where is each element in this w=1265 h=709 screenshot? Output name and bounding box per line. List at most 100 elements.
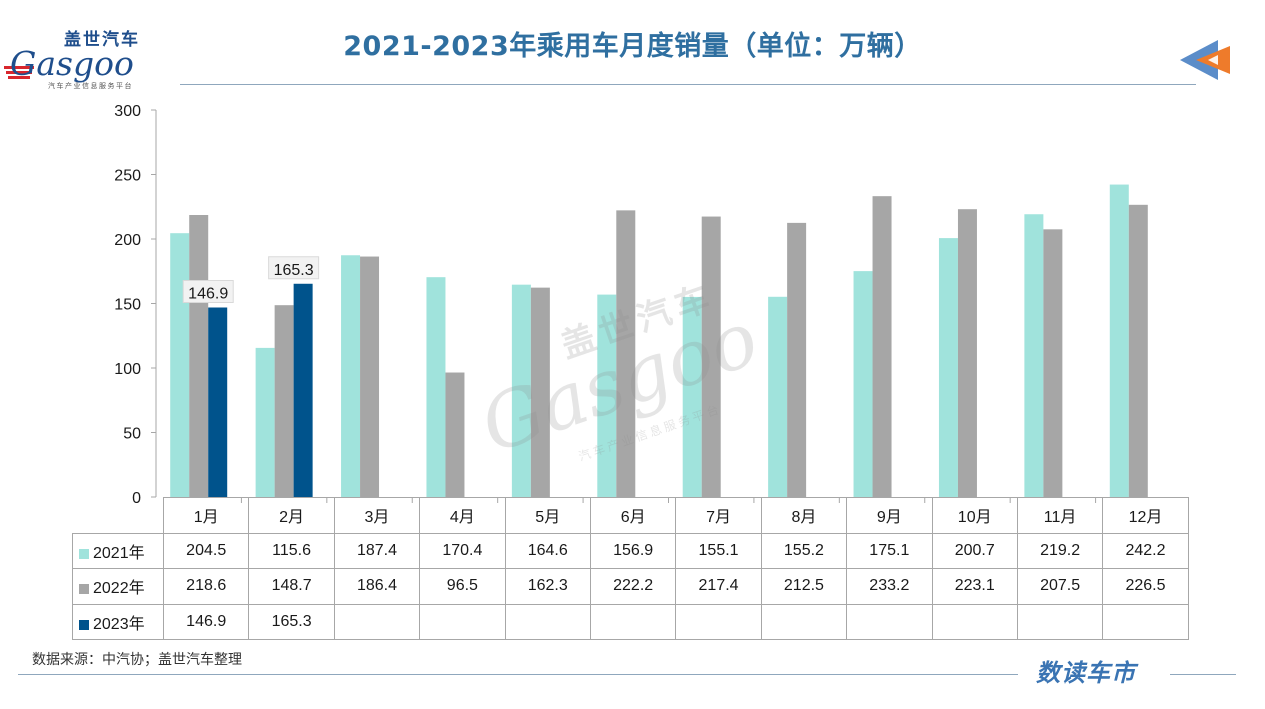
table-cell: 170.4 (419, 532, 506, 569)
table-cell: 204.5 (162, 532, 250, 569)
table-cell: 146.9 (162, 603, 250, 640)
bar-1-7 (682, 296, 702, 497)
table-cell: 175.1 (846, 532, 933, 569)
bar-2-10 (957, 209, 977, 498)
table-cell: 223.1 (931, 568, 1018, 605)
bar-1-11 (1024, 214, 1044, 497)
table-cell: 222.2 (589, 568, 677, 605)
category-label: 9月 (846, 497, 933, 534)
table-cell-empty (931, 603, 1018, 640)
table-cell: 217.4 (675, 568, 762, 605)
legend-swatch (79, 548, 89, 559)
y-tick-label: 250 (114, 168, 141, 185)
series-legend-cell: 2021年 (72, 532, 164, 569)
legend-swatch (79, 584, 89, 595)
gasgoo-logo: 盖世汽车 Gasgoo 汽车产业信息服务平台 (4, 24, 156, 96)
table-cell: 115.6 (248, 532, 335, 569)
category-label: 1月 (162, 497, 250, 534)
data-label-box (182, 279, 234, 303)
logo-brand-en: Gasgoo (10, 44, 134, 83)
bar-2-8 (787, 222, 807, 497)
table-cell-empty (1016, 603, 1104, 640)
table-cell: 187.4 (333, 532, 421, 569)
category-label: 7月 (675, 497, 762, 534)
footer-brand: 数读车市 (1036, 659, 1136, 687)
series-name: 2021年 (93, 544, 145, 562)
legend-swatch (79, 619, 89, 630)
table-cell: 164.6 (504, 532, 591, 569)
table-cell: 186.4 (333, 568, 421, 605)
table-cell: 165.3 (248, 603, 335, 640)
table-cell-empty (419, 603, 506, 640)
table-cell-empty (589, 603, 677, 640)
bar-1-6 (597, 294, 617, 497)
bar-1-2 (255, 347, 275, 497)
category-label: 3月 (333, 497, 421, 534)
bar-2-3 (360, 256, 380, 497)
bar-1-1 (170, 233, 190, 497)
data-label-box (268, 256, 320, 280)
table-cell-empty (846, 603, 933, 640)
bar-2-1 (189, 215, 209, 498)
table-cell: 242.2 (1102, 532, 1189, 569)
data-table: 1月 2月 3月 4月 5月 6月 7月 8月 9月 10月 11月 12月 2021年 204.5 115… (72, 497, 1189, 640)
bar-2-5 (530, 287, 550, 497)
table-cell: 156.9 (589, 532, 677, 569)
data-label: 165.3 (274, 262, 314, 279)
table-header-row: 1月 2月 3月 4月 5月 6月 7月 8月 9月 10月 11月 12月 (72, 497, 1189, 534)
table-corner-cell (72, 497, 164, 534)
table-cell: 162.3 (504, 568, 591, 605)
bar-1-5 (511, 284, 531, 497)
title-divider (180, 84, 1196, 85)
bar-1-12 (1109, 184, 1129, 497)
bar-1-10 (938, 238, 958, 498)
bar-2-11 (1043, 229, 1063, 497)
table-cell: 207.5 (1016, 568, 1104, 605)
series-name: 2022年 (93, 580, 145, 598)
table-cell: 200.7 (931, 532, 1018, 569)
table-row: 2023年 146.9 165.3 (72, 603, 1189, 640)
nav-arrow-icon[interactable] (1178, 38, 1234, 82)
bar-1-8 (768, 296, 788, 497)
bar-1-3 (341, 255, 361, 497)
footer-divider-left (18, 674, 1018, 675)
category-label: 5月 (504, 497, 591, 534)
table-cell: 219.2 (1016, 532, 1104, 569)
table-cell: 155.1 (675, 532, 762, 569)
bar-2-6 (616, 210, 636, 497)
category-label: 8月 (760, 497, 848, 534)
bar-2-2 (274, 305, 294, 497)
data-label: 146.9 (188, 285, 228, 302)
footer-divider-right (1170, 674, 1236, 675)
bar-2-4 (445, 372, 465, 497)
y-tick-label: 100 (114, 361, 141, 378)
y-tick-label: 300 (114, 103, 141, 120)
bar-2-7 (701, 216, 721, 497)
bar-2-12 (1128, 204, 1148, 497)
category-label: 12月 (1102, 497, 1189, 534)
table-cell-empty (333, 603, 421, 640)
table-cell: 96.5 (419, 568, 506, 605)
table-cell: 148.7 (248, 568, 335, 605)
table-cell: 233.2 (846, 568, 933, 605)
logo-brand-cn: 盖世汽车 (64, 30, 140, 50)
bar-1-9 (853, 271, 873, 497)
table-cell-empty (675, 603, 762, 640)
bar-3-2 (293, 283, 313, 497)
series-legend-cell: 2022年 (72, 568, 164, 605)
table-row: 2022年 218.6 148.7 186.4 96.5 162.3 222.2 217.4 2… (72, 568, 1189, 605)
category-label: 11月 (1016, 497, 1104, 534)
table-cell: 218.6 (162, 568, 250, 605)
table-row: 2021年 204.5 115.6 187.4 170.4 164.6 156.9 155.1… (72, 532, 1189, 569)
bar-3-1 (208, 307, 228, 497)
table-cell: 155.2 (760, 532, 848, 569)
y-tick-label: 150 (114, 297, 141, 314)
category-label: 6月 (589, 497, 677, 534)
category-label: 4月 (419, 497, 506, 534)
table-cell-empty (760, 603, 848, 640)
table-cell-empty (1102, 603, 1189, 640)
y-tick-label: 50 (123, 426, 141, 443)
source-note: 数据来源：中汽协；盖世汽车整理 (32, 652, 242, 668)
y-tick-label: 200 (114, 232, 141, 249)
